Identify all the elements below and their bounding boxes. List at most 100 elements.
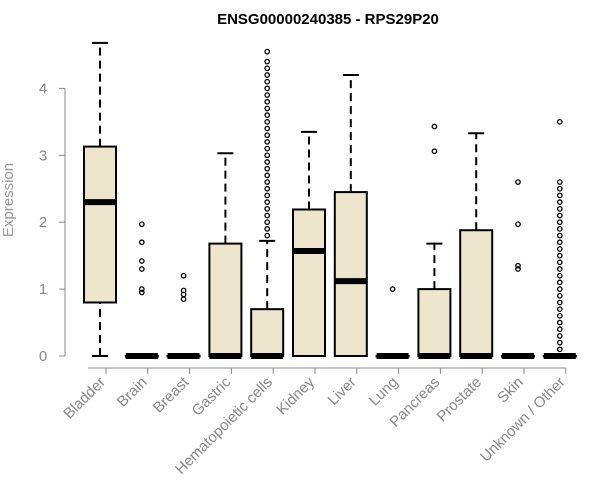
outlier-point	[264, 226, 271, 232]
outlier-point	[556, 232, 563, 239]
outlier-point	[556, 339, 563, 346]
outlier-point	[556, 286, 563, 292]
outlier-point	[264, 85, 271, 92]
outlier-point	[556, 179, 563, 185]
outlier-point	[264, 165, 271, 172]
outlier-point	[264, 125, 271, 132]
boxes	[83, 41, 577, 359]
y-axis: 0 1 2 3 4	[39, 80, 66, 365]
x-tick-label: Lung	[366, 374, 402, 410]
box-rect	[292, 208, 326, 357]
y-tick-label: 0	[39, 348, 47, 365]
outlier-point	[264, 65, 271, 72]
x-tick-label: Liver	[325, 374, 360, 409]
outlier-point	[556, 279, 563, 286]
chart-title: ENSG00000240385 - RPS29P20	[217, 11, 439, 28]
y-tick-label: 4	[39, 80, 47, 97]
box-kidney	[292, 130, 326, 357]
outlier-point	[264, 179, 271, 185]
outlier-point	[556, 326, 563, 333]
outlier-point	[556, 259, 563, 266]
outlier-point	[264, 185, 271, 192]
outlier-point	[431, 148, 438, 155]
x-tick-label: Kidney	[273, 373, 318, 418]
outlier-point	[264, 119, 271, 125]
outlier-point	[431, 123, 438, 130]
outlier-point	[389, 286, 396, 292]
outlier-point	[556, 306, 563, 313]
outlier-point	[556, 346, 563, 353]
outlier-point	[264, 219, 271, 226]
outlier-point	[264, 159, 271, 165]
box-rect	[83, 145, 117, 304]
box-rect	[250, 308, 285, 358]
y-tick-label: 2	[39, 214, 47, 231]
outlier-point	[138, 221, 145, 228]
outlier-point	[515, 266, 521, 272]
box-gastric	[208, 152, 243, 359]
outlier-point	[264, 132, 271, 139]
outlier-point	[264, 212, 271, 219]
box-prostate	[459, 132, 494, 359]
outlier-point	[180, 296, 187, 302]
outlier-point	[180, 272, 187, 279]
outlier-point	[180, 287, 187, 294]
x-tick-label: Breast	[150, 373, 193, 416]
outlier-point	[556, 319, 563, 326]
outlier-point	[264, 105, 271, 112]
outlier-point	[556, 185, 563, 192]
outlier-point	[556, 226, 563, 232]
box-skin	[501, 179, 535, 359]
outlier-point	[264, 205, 271, 212]
outlier-point	[556, 299, 563, 306]
outlier-point	[515, 221, 521, 228]
box-rect	[459, 229, 494, 357]
outlier-point	[556, 192, 563, 199]
x-tick-label: Bladder	[60, 374, 109, 423]
box-brain	[124, 221, 159, 359]
outlier-point	[556, 205, 563, 212]
outlier-point	[264, 152, 271, 159]
x-tick-label: Prostate	[433, 374, 485, 426]
outlier-point	[556, 333, 563, 339]
outlier-point	[556, 266, 563, 272]
outlier-point	[264, 92, 271, 98]
outlier-point	[264, 72, 271, 78]
x-tick-label: Skin	[494, 374, 527, 407]
outlier-point	[264, 232, 271, 239]
outlier-point	[556, 313, 563, 319]
box-liver	[333, 74, 368, 357]
box-rect	[208, 242, 243, 357]
outlier-point	[138, 286, 145, 292]
outlier-point	[556, 199, 563, 205]
outlier-point	[515, 262, 521, 269]
outlier-point	[556, 272, 563, 279]
outlier-point	[556, 119, 563, 125]
outlier-point	[556, 246, 563, 252]
outlier-point	[264, 139, 271, 145]
outlier-point	[264, 78, 271, 85]
y-tick-label: 3	[39, 147, 47, 164]
outlier-point	[264, 112, 271, 119]
outlier-point	[556, 252, 563, 259]
outlier-point	[264, 145, 271, 152]
outlier-point	[515, 179, 521, 185]
outlier-point	[264, 48, 271, 55]
outlier-point	[138, 239, 145, 246]
outlier-point	[138, 289, 145, 296]
box-breast	[166, 272, 201, 359]
outlier-point	[556, 292, 563, 299]
outlier-point	[264, 199, 271, 205]
outlier-point	[138, 266, 145, 272]
outlier-point	[264, 58, 271, 65]
box-rect	[417, 288, 452, 358]
outlier-point	[264, 172, 271, 179]
box-pancreas	[417, 123, 452, 359]
box-lung	[375, 286, 410, 359]
box-bladder	[83, 41, 117, 357]
outlier-point	[138, 258, 145, 264]
x-tick-label: Brain	[114, 374, 151, 411]
